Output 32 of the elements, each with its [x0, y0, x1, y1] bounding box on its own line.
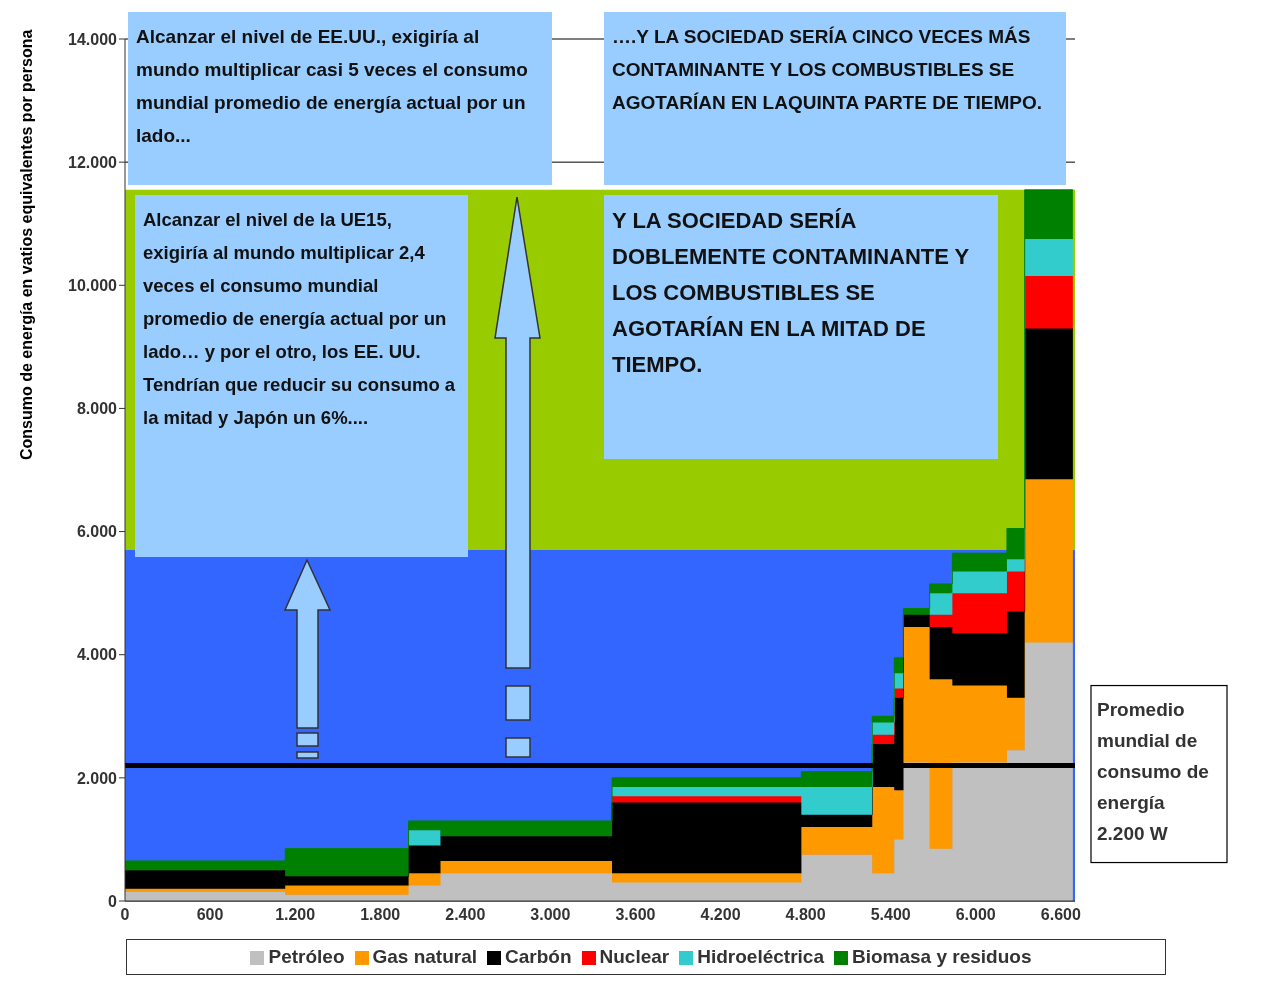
x-tick-label: 4.800	[785, 906, 826, 924]
y-tick-label: 8.000	[76, 400, 118, 418]
x-tick-label: 0	[120, 906, 130, 924]
legend-label: Biomasa y residuos	[851, 946, 1032, 967]
y-tick-label: 6.000	[76, 523, 118, 541]
y-tick-label: 10.000	[68, 276, 118, 294]
legend-label: Petróleo	[268, 946, 345, 967]
ref-line-label: Promedio mundial de consumo de energía 2.200 W	[1097, 698, 1209, 844]
legend-label: Gas natural	[372, 946, 478, 967]
y-tick-label: 14.000	[68, 30, 118, 48]
annotation: Y LA SOCIEDAD SERÍA DOBLEMENTE CONTAMINANTE Y LOS COMBUSTIBLES SE AGOTARÍAN EN LA MITAD DE TIEMPO.	[611, 207, 970, 379]
x-tick-label: 1.800	[360, 906, 401, 924]
y-axis-title: Consumo de energía en vatios equivalentes por persona	[17, 29, 35, 460]
legend-label: Nuclear	[599, 946, 670, 967]
legend-label: Hidroeléctrica	[697, 946, 824, 967]
y-tick-label: 12.000	[68, 153, 118, 171]
x-tick-label: 3.000	[530, 906, 571, 924]
x-tick-label: 2.400	[445, 906, 486, 924]
y-tick-label: 0	[108, 892, 118, 910]
x-tick-label: 6.600	[1040, 906, 1081, 924]
annotation: Alcanzar el nivel de la UE15, exigiría al mundo multiplicar 2,4 veces el consumo mundial promedio de energía actual por un lado… y por el otro, los EE. UU. Tendrían que reducir su consumo a la mitad y Japón un 6%....	[142, 208, 457, 430]
x-tick-label: 5.400	[870, 906, 911, 924]
x-tick-label: 3.600	[615, 906, 656, 924]
x-tick-label: 600	[196, 906, 224, 924]
annotation: ….Y LA SOCIEDAD SERÍA CINCO VECES MÁS CONTAMINANTE Y LOS COMBUSTIBLES SE AGOTARÍAN EN LAQUINTA PARTE DE TIEMPO.	[611, 25, 1043, 115]
x-tick-label: 1.200	[275, 906, 316, 924]
y-tick-label: 2.000	[76, 769, 118, 787]
annotation: Alcanzar el nivel de EE.UU., exigiría al mundo multiplicar casi 5 veces el consumo mundial promedio de energía actual por un lado...	[135, 25, 529, 148]
y-tick-label: 4.000	[76, 646, 118, 664]
legend-label: Carbón	[505, 946, 572, 967]
x-tick-label: 6.000	[955, 906, 996, 924]
x-tick-label: 4.200	[700, 906, 741, 924]
